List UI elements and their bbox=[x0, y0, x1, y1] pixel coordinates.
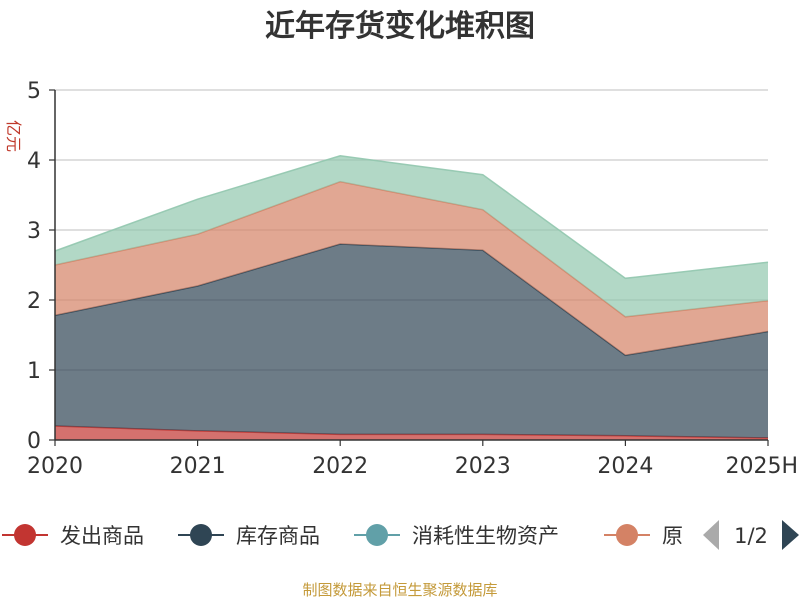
legend-marker bbox=[190, 524, 212, 546]
source-note: 制图数据来自恒生聚源数据库 bbox=[302, 581, 497, 599]
legend-item[interactable]: 消耗性生物资产 bbox=[354, 524, 559, 548]
x-tick-label: 2023 bbox=[455, 454, 511, 479]
y-axis-label: 亿元 bbox=[4, 120, 23, 152]
series-line-消耗性生物资产 bbox=[54, 155, 769, 280]
y-tick-label: 4 bbox=[27, 149, 41, 174]
legend-label: 消耗性生物资产 bbox=[412, 524, 559, 548]
x-tick-label: 2021 bbox=[170, 454, 226, 479]
x-tick-label: 2022 bbox=[312, 454, 368, 479]
x-tick-label: 2020 bbox=[27, 454, 83, 479]
area-series bbox=[54, 155, 769, 440]
chart-title: 近年存货变化堆积图 bbox=[265, 9, 535, 44]
legend-item[interactable]: 库存商品 bbox=[178, 524, 320, 548]
legend-marker bbox=[366, 524, 388, 546]
legend-item[interactable]: 发出商品 bbox=[2, 524, 144, 548]
y-tick-label: 2 bbox=[27, 289, 41, 314]
legend-marker bbox=[14, 524, 36, 546]
legend-next-icon[interactable] bbox=[782, 520, 799, 550]
x-tick-label: 2025H bbox=[725, 454, 798, 479]
legend-label: 原 bbox=[662, 524, 683, 548]
legend: 发出商品 库存商品 消耗性生物资产 原 1/2 bbox=[2, 520, 799, 550]
area-消耗性生物资产 bbox=[55, 155, 768, 317]
legend-marker bbox=[616, 524, 638, 546]
y-tick-label: 5 bbox=[27, 79, 41, 104]
legend-label: 发出商品 bbox=[60, 524, 144, 548]
legend-label: 库存商品 bbox=[236, 524, 320, 548]
y-tick-label: 1 bbox=[27, 359, 41, 384]
x-tick-label: 2024 bbox=[597, 454, 653, 479]
area-原材料 bbox=[55, 181, 768, 356]
legend-prev-icon[interactable] bbox=[703, 520, 719, 550]
y-tick-label: 3 bbox=[27, 219, 41, 244]
area-库存商品 bbox=[55, 244, 768, 438]
y-tick-label: 0 bbox=[27, 429, 41, 454]
legend-page-indicator: 1/2 bbox=[734, 524, 768, 548]
legend-item[interactable]: 原 bbox=[604, 524, 683, 548]
axes: 0 1 2 3 4 5 2020 2021 2022 2023 2024 2025H bbox=[27, 79, 798, 479]
area-发出商品 bbox=[55, 426, 768, 440]
